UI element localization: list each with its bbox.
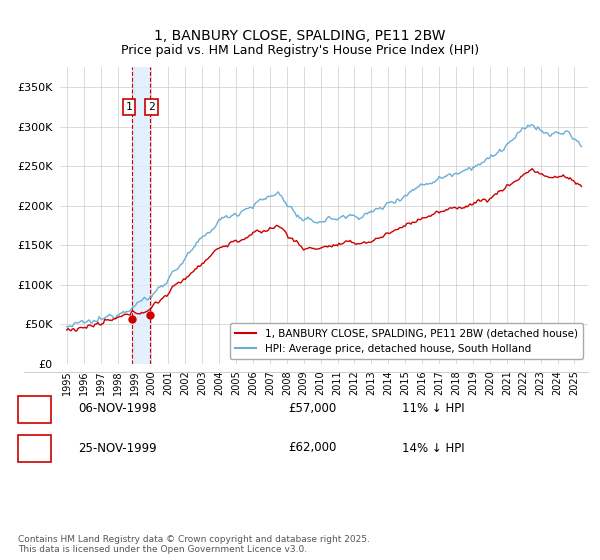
Text: 1: 1 [31,402,38,416]
Text: 25-NOV-1999: 25-NOV-1999 [78,441,157,455]
Text: Price paid vs. HM Land Registry's House Price Index (HPI): Price paid vs. HM Land Registry's House … [121,44,479,57]
Text: 14% ↓ HPI: 14% ↓ HPI [402,441,464,455]
Text: 2: 2 [31,441,38,455]
Text: £62,000: £62,000 [288,441,337,455]
Text: £57,000: £57,000 [288,402,336,416]
Text: 11% ↓ HPI: 11% ↓ HPI [402,402,464,416]
Text: 1: 1 [126,102,133,112]
Text: 2: 2 [148,102,155,112]
Text: Contains HM Land Registry data © Crown copyright and database right 2025.
This d: Contains HM Land Registry data © Crown c… [18,535,370,554]
Legend: 1, BANBURY CLOSE, SPALDING, PE11 2BW (detached house), HPI: Average price, detac: 1, BANBURY CLOSE, SPALDING, PE11 2BW (de… [230,323,583,359]
Bar [132,67,149,364]
Text: 1, BANBURY CLOSE, SPALDING, PE11 2BW: 1, BANBURY CLOSE, SPALDING, PE11 2BW [154,29,446,44]
Text: 06-NOV-1998: 06-NOV-1998 [78,402,157,416]
